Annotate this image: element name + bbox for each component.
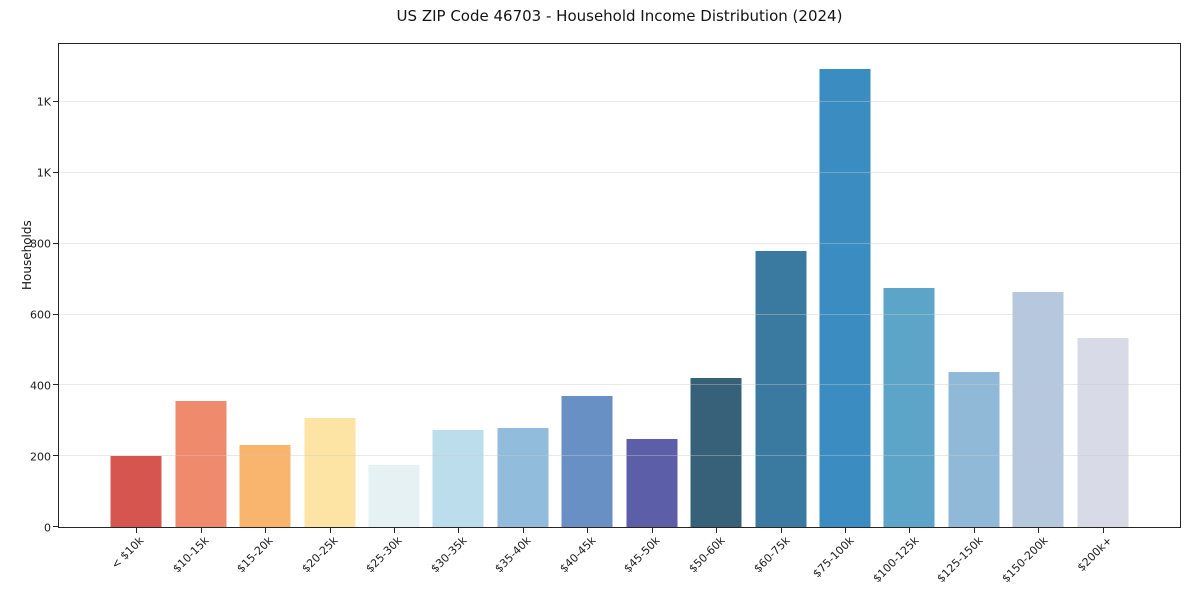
bar bbox=[690, 378, 742, 527]
x-tick-mark bbox=[265, 527, 267, 533]
bars-layer bbox=[59, 44, 1180, 527]
x-tick-label: $150-200k bbox=[999, 534, 1051, 586]
gridline bbox=[59, 242, 1180, 244]
gridline bbox=[59, 384, 1180, 386]
x-tick-label: $60-75k bbox=[750, 534, 793, 576]
bar bbox=[239, 444, 291, 527]
plot-area bbox=[53, 43, 1181, 533]
x-tick-label: $200k+ bbox=[1074, 534, 1115, 575]
x-tick-label: $100-125k bbox=[869, 534, 922, 586]
y-tick-label: 1K bbox=[36, 95, 51, 109]
gridline bbox=[59, 455, 1180, 457]
x-axis-tick-labels: < $10k $10-15k $15-20k $20-25k $25-30k $30-35… bbox=[58, 534, 1181, 590]
x-tick-mark bbox=[651, 527, 653, 533]
bar bbox=[110, 456, 162, 527]
y-tick-label: 400 bbox=[30, 379, 51, 393]
x-tick-label: < $10k bbox=[109, 534, 147, 572]
x-tick-mark bbox=[136, 527, 138, 533]
x-tick-label: $50-60k bbox=[686, 534, 728, 576]
bar bbox=[948, 372, 1000, 527]
x-tick-mark bbox=[458, 527, 460, 533]
x-tick-mark bbox=[329, 527, 331, 533]
x-tick-mark bbox=[973, 527, 975, 533]
x-tick-label: $20-25k bbox=[299, 534, 341, 576]
y-axis-tick-labels: 0 200 400 600 800 1K 1K bbox=[0, 43, 54, 534]
x-tick-label: $15-20k bbox=[234, 534, 276, 576]
bar bbox=[883, 288, 935, 527]
x-tick-mark bbox=[844, 527, 846, 533]
bar bbox=[561, 396, 613, 527]
x-tick-label: $45-50k bbox=[621, 534, 663, 576]
x-tick-mark bbox=[587, 527, 589, 533]
x-tick-mark bbox=[716, 527, 718, 533]
x-tick-label: $10-15k bbox=[169, 534, 212, 576]
bar bbox=[1012, 291, 1064, 527]
y-tick-mark bbox=[53, 455, 59, 457]
bar bbox=[755, 251, 807, 527]
bar bbox=[1077, 337, 1129, 527]
y-tick-mark bbox=[53, 242, 59, 244]
y-tick-label: 200 bbox=[30, 450, 51, 464]
chart-title: US ZIP Code 46703 - Household Income Dis… bbox=[396, 7, 843, 25]
x-tick-label: $35-40k bbox=[492, 534, 534, 576]
y-tick-mark bbox=[53, 172, 59, 174]
x-tick-label: $40-45k bbox=[557, 534, 599, 576]
x-tick-mark bbox=[780, 527, 782, 533]
y-tick-label: 600 bbox=[30, 308, 51, 322]
x-tick-mark bbox=[394, 527, 396, 533]
gridlines-layer bbox=[59, 44, 1180, 527]
x-tick-mark bbox=[200, 527, 202, 533]
gridline bbox=[59, 313, 1180, 315]
x-tick-mark bbox=[909, 527, 911, 533]
y-tick-label: 0 bbox=[44, 521, 51, 535]
x-tick-label: $30-35k bbox=[428, 534, 470, 576]
x-tick-label: $75-100k bbox=[810, 534, 857, 581]
axis-ticks-layer bbox=[53, 44, 1180, 533]
gridline bbox=[59, 172, 1180, 174]
y-tick-label: 1K bbox=[36, 166, 51, 180]
bar bbox=[368, 465, 420, 527]
y-tick-mark bbox=[53, 384, 59, 386]
x-tick-label: $25-30k bbox=[363, 534, 405, 576]
x-tick-mark bbox=[522, 527, 524, 533]
bar bbox=[497, 427, 549, 527]
x-tick-mark bbox=[1102, 527, 1104, 533]
bar bbox=[304, 418, 356, 527]
bar bbox=[175, 401, 227, 527]
bar bbox=[626, 439, 678, 527]
bar bbox=[432, 429, 484, 527]
y-tick-label: 800 bbox=[30, 237, 51, 251]
x-tick-label: $125-150k bbox=[934, 534, 986, 586]
gridline bbox=[59, 101, 1180, 103]
bar bbox=[819, 68, 871, 527]
y-tick-mark bbox=[53, 313, 59, 315]
y-tick-mark bbox=[53, 526, 59, 527]
y-tick-mark bbox=[53, 101, 59, 103]
x-tick-mark bbox=[1038, 527, 1040, 533]
